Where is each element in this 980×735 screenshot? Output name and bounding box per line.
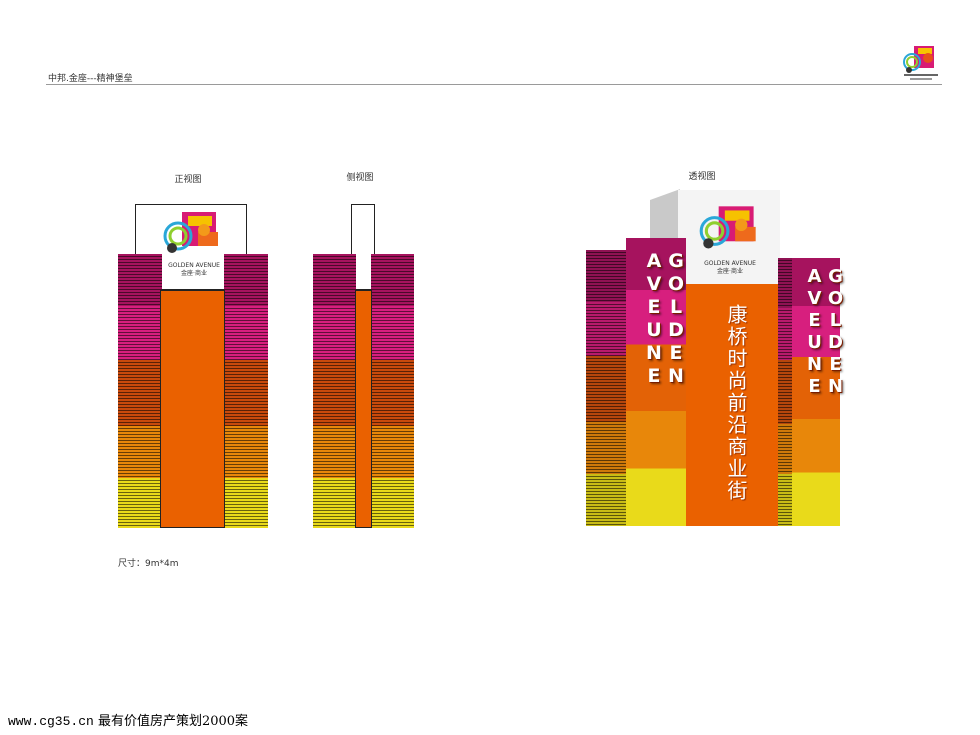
front-view: GOLDEN AVENUE 金座·商业 — [118, 204, 268, 528]
perspective-view: GOLDEN AVENUE 金座·商业 GOLDEN AVEUNE 康桥时尚前沿… — [586, 186, 846, 526]
front-center-core — [160, 290, 225, 528]
persp-left-column-text: GOLDEN AVEUNE — [643, 250, 687, 388]
header-divider — [46, 84, 942, 85]
side-view-label: 侧视图 — [346, 173, 374, 183]
footer-text: 最有价值房产策划2000案 — [97, 714, 249, 729]
front-brand-name-en: GOLDEN AVENUE — [168, 262, 220, 269]
perspective-view-label: 透视图 — [688, 172, 716, 182]
persp-brand-name-en: GOLDEN AVENUE — [704, 260, 756, 267]
footer-url: www.cg35.cn — [8, 714, 94, 729]
persp-brand-logo-icon — [699, 206, 756, 249]
side-right-column — [371, 254, 414, 528]
persp-left-side-column — [586, 250, 628, 526]
persp-center-slogan: 康桥时尚前沿商业街 — [724, 304, 748, 502]
front-view-label: 正视图 — [174, 175, 202, 185]
persp-right-side-column — [778, 258, 794, 526]
front-brand-name-cn: 金座·商业 — [181, 270, 207, 277]
persp-left-column — [626, 238, 686, 526]
front-right-column — [224, 254, 268, 528]
persp-brand-name-cn: 金座·商业 — [717, 268, 743, 275]
side-view — [313, 204, 414, 528]
dimensions-note: 尺寸：9m*4m — [118, 559, 179, 569]
front-left-column — [118, 254, 162, 528]
side-left-column — [313, 254, 356, 528]
footer-watermark: www.cg35.cn 最有价值房产策划2000案 — [8, 710, 248, 729]
persp-center-core — [686, 284, 778, 526]
brand-logo-icon — [903, 46, 938, 80]
front-brand-logo-icon — [163, 212, 218, 253]
page-title: 中邦.金座---精神堡垒 — [48, 74, 133, 84]
side-center-core — [355, 290, 372, 528]
persp-right-column — [792, 258, 840, 526]
persp-right-column-text: GOLDEN AVEUNE — [804, 266, 846, 398]
